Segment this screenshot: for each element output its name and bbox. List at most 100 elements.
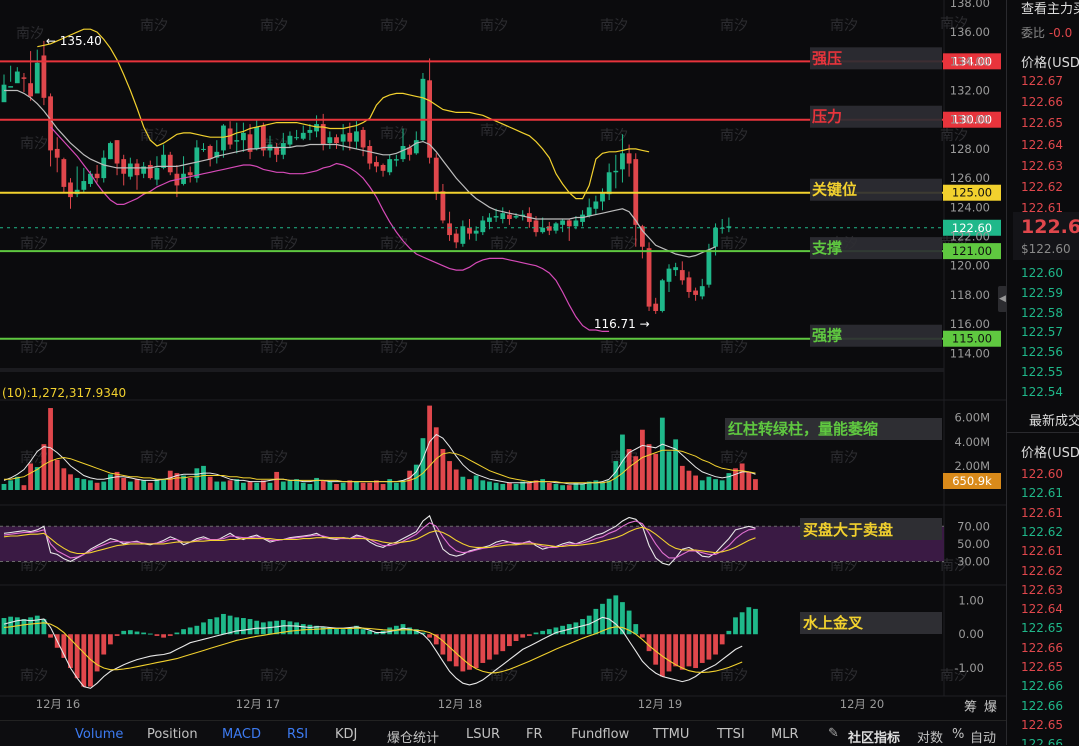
candle-body: [387, 159, 393, 173]
candle-body: [88, 173, 93, 184]
macd-histogram-bar: [167, 634, 173, 636]
candle-body: [653, 303, 659, 311]
watermark-text: 南汐: [940, 128, 968, 144]
ask-price-row[interactable]: 122.61: [1021, 201, 1063, 216]
trade-price-row[interactable]: 122.63: [1021, 582, 1063, 597]
trade-price-row[interactable]: 122.65: [1021, 660, 1063, 674]
latest-trades-title[interactable]: 最新成交: [1029, 414, 1079, 429]
chips-button[interactable]: 筹: [964, 700, 978, 715]
volume-bar: [294, 479, 299, 490]
volume-bar: [546, 482, 552, 490]
candle-body: [154, 167, 160, 180]
indicator-tab[interactable]: Volume: [75, 727, 124, 742]
trade-price-row[interactable]: 122.66: [1021, 679, 1063, 694]
volume-bar: [487, 481, 492, 490]
indicator-tab[interactable]: MLR: [771, 727, 799, 742]
volume-bar: [513, 483, 519, 490]
high-annotation: ← 135.40: [46, 34, 102, 48]
ask-price-row[interactable]: 122.64: [1021, 137, 1063, 152]
volume-bar: [739, 463, 745, 490]
bid-price-row[interactable]: 122.59: [1021, 285, 1063, 300]
candle-body: [21, 77, 27, 79]
bid-price-row[interactable]: 122.56: [1021, 345, 1063, 360]
volume-bar: [440, 449, 446, 490]
last-price-usd: $122.60: [1021, 242, 1071, 256]
liquidation-button[interactable]: 爆: [984, 700, 998, 715]
trade-price-row[interactable]: 122.65: [1021, 621, 1063, 636]
indicator-tab[interactable]: 爆仓统计: [387, 731, 440, 746]
trade-price-row[interactable]: 122.61: [1021, 544, 1063, 559]
candle-body: [134, 163, 140, 176]
volume-bar: [387, 479, 393, 490]
watermark-text: 南汐: [480, 123, 508, 139]
trade-price-row[interactable]: 122.60: [1021, 467, 1063, 481]
trade-price-row[interactable]: 122.61: [1021, 505, 1063, 520]
auto-scale-toggle[interactable]: 自动: [970, 731, 997, 746]
candle-body: [606, 172, 612, 195]
macd-histogram-bar: [440, 634, 446, 655]
indicator-tab[interactable]: Position: [147, 727, 198, 742]
macd-histogram-bar: [706, 634, 712, 660]
bid-price-row[interactable]: 122.54: [1021, 384, 1063, 399]
ask-price-row[interactable]: 122.67: [1021, 74, 1063, 88]
trade-price-row[interactable]: 122.61: [1021, 486, 1063, 501]
macd-histogram-bar: [114, 634, 120, 636]
ask-price-row[interactable]: 122.62: [1021, 180, 1063, 194]
trade-price-row[interactable]: 122.65: [1021, 717, 1063, 732]
level-label: 强压: [812, 49, 842, 67]
bid-price-row[interactable]: 122.60: [1021, 266, 1063, 280]
macd-histogram-bar: [68, 634, 73, 669]
panel-collapse-handle[interactable]: ◀: [998, 286, 1007, 312]
macd-histogram-bar: [733, 617, 738, 635]
trade-price-row[interactable]: 122.64: [1021, 602, 1063, 617]
watermark-text: 南汐: [610, 558, 638, 574]
percent-scale-toggle[interactable]: %: [952, 727, 965, 742]
candle-body: [447, 223, 452, 236]
trade-price-row[interactable]: 122.62: [1021, 563, 1063, 578]
price-tick-label: 116.00: [950, 317, 990, 331]
volume-bar: [300, 482, 306, 490]
candle-body: [101, 157, 107, 179]
volume-bar: [533, 480, 539, 490]
indicator-tab[interactable]: FR: [526, 727, 543, 742]
ask-price-row[interactable]: 122.63: [1021, 158, 1063, 173]
candle-body: [493, 216, 499, 218]
level-label-box: [810, 105, 942, 128]
log-scale-toggle[interactable]: 对数: [917, 731, 944, 746]
indicator-tab[interactable]: MACD: [222, 727, 261, 742]
trade-price-row[interactable]: 122.62: [1021, 524, 1063, 539]
bid-price-row[interactable]: 122.55: [1021, 365, 1063, 379]
bid-price-row[interactable]: 122.57: [1021, 325, 1063, 340]
macd-histogram-bar: [194, 625, 200, 635]
indicator-tab[interactable]: TTSI: [717, 727, 745, 742]
trade-price-row[interactable]: 122.66: [1021, 737, 1063, 745]
macd-histogram-bar: [573, 622, 579, 635]
rsi-annotation-box: [800, 518, 942, 540]
ask-price-row[interactable]: 122.66: [1021, 95, 1063, 110]
volume-tick-label: 4.00M: [954, 435, 990, 449]
candle-body: [566, 220, 572, 227]
volume-bar: [480, 480, 486, 490]
macd-histogram-bar: [181, 629, 186, 635]
ask-price-row[interactable]: 122.65: [1021, 116, 1063, 131]
candle-body: [54, 148, 60, 158]
volume-bar: [127, 481, 133, 490]
indicator-tab[interactable]: Fundflow: [571, 727, 630, 742]
volume-bar: [134, 479, 140, 490]
candle-body: [713, 227, 718, 247]
macd-histogram-bar: [699, 634, 705, 663]
bid-price-row[interactable]: 122.58: [1021, 305, 1063, 320]
indicator-tab[interactable]: TTMU: [653, 727, 690, 742]
trade-price-row[interactable]: 122.66: [1021, 640, 1063, 655]
volume-bar: [520, 481, 526, 490]
volume-bar: [586, 481, 592, 490]
volume-bar: [526, 482, 532, 490]
watermark-text: 南汐: [380, 450, 408, 466]
edit-icon[interactable]: ✎: [828, 726, 839, 741]
indicator-tab[interactable]: KDJ: [335, 727, 358, 742]
community-indicator-button[interactable]: 社区指标: [848, 731, 901, 746]
trade-price-row[interactable]: 122.66: [1021, 698, 1063, 713]
indicator-tab[interactable]: RSI: [287, 727, 309, 742]
indicator-tab[interactable]: LSUR: [466, 727, 501, 742]
